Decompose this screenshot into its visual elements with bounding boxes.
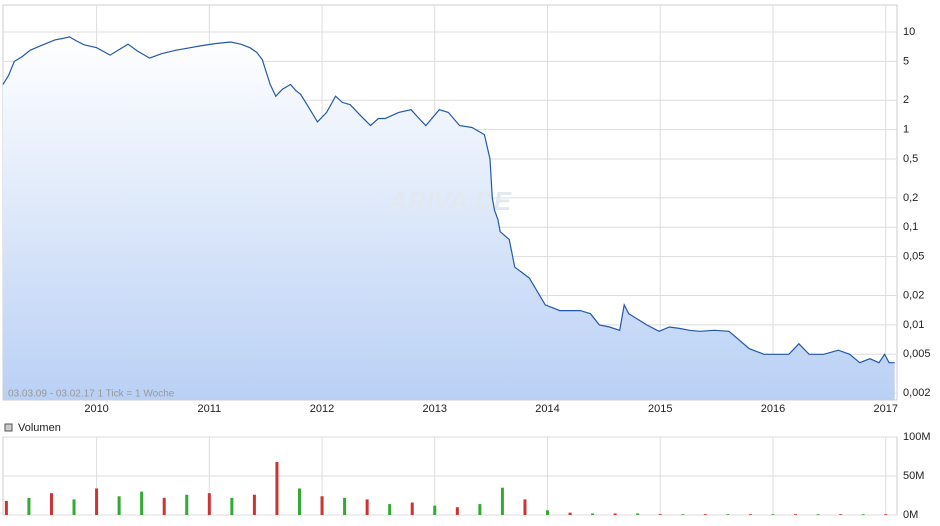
volume-bar [297, 488, 301, 515]
y-tick-label: 0,005 [903, 348, 931, 360]
volume-bar [4, 500, 8, 515]
legend-label: Volumen [18, 422, 61, 434]
volume-bar [320, 496, 324, 515]
volume-bar [230, 497, 234, 515]
volume-bar [252, 494, 256, 515]
y-tick-label: 0,2 [903, 192, 918, 204]
volume-bar [433, 505, 437, 515]
annotation: 03.03.09 - 03.02.17 1 Tick = 1 Woche [8, 389, 175, 400]
volume-bar [726, 514, 730, 515]
volume-bar [703, 514, 707, 515]
x-tick-label: 2010 [84, 403, 108, 415]
volume-bar [140, 491, 144, 515]
x-tick-label: 2011 [197, 403, 221, 415]
x-tick-label: 2017 [873, 403, 897, 415]
y-tick-label: 0,02 [903, 289, 924, 301]
volume-bar [748, 514, 752, 515]
y-tick-label: 50M [903, 470, 924, 482]
volume-bar [816, 514, 820, 515]
volume-bar [839, 514, 843, 515]
y-tick-label: 0,01 [903, 319, 924, 331]
volume-bar [658, 514, 662, 515]
volume-bar [546, 510, 550, 515]
y-tick-label: 0,1 [903, 221, 918, 233]
volume-bar [794, 514, 798, 515]
y-tick-label: 0M [903, 509, 918, 521]
volume-bar [388, 504, 392, 515]
volume-bar [275, 461, 279, 515]
y-tick-label: 0,002 [903, 387, 931, 399]
volume-bar [117, 496, 121, 515]
volume-bar [523, 499, 527, 515]
volume-bar [27, 497, 31, 515]
volume-bar [500, 487, 504, 515]
price-line [2, 36, 895, 364]
volume-bar [591, 513, 595, 515]
volume-bar [771, 514, 775, 515]
y-tick-label: 100M [903, 431, 931, 443]
y-tick-label: 2 [903, 94, 909, 106]
volume-bar [861, 514, 865, 515]
x-tick-label: 2012 [310, 403, 334, 415]
x-tick-label: 2015 [648, 403, 672, 415]
price-area [3, 36, 895, 401]
volume-bar [478, 504, 482, 515]
volume-bar [613, 513, 617, 515]
volume-bar [72, 499, 76, 515]
y-tick-label: 10 [903, 26, 915, 38]
x-tick-label: 2016 [761, 403, 785, 415]
volume-bar [95, 488, 99, 515]
volume-bar [681, 514, 685, 515]
y-tick-label: 0,5 [903, 153, 918, 165]
y-tick-label: 0,05 [903, 251, 924, 263]
y-tick-label: 1 [903, 124, 909, 136]
watermark: ARIVA.DE [388, 186, 512, 216]
volume-bar [636, 513, 640, 515]
legend-swatch [4, 423, 13, 432]
y-tick-label: 5 [903, 55, 909, 67]
volume-bar [49, 493, 53, 515]
volume-bar [884, 514, 888, 515]
volume-bar [207, 493, 211, 515]
volume-bar [162, 497, 166, 515]
volume-bar [410, 502, 414, 515]
volume-bar [343, 497, 347, 515]
x-tick-label: 2013 [423, 403, 447, 415]
volume-bar [185, 494, 189, 515]
volume-bar [568, 512, 572, 515]
volume-bar [365, 499, 369, 515]
x-tick-label: 2014 [535, 403, 559, 415]
volume-bar [455, 507, 459, 515]
